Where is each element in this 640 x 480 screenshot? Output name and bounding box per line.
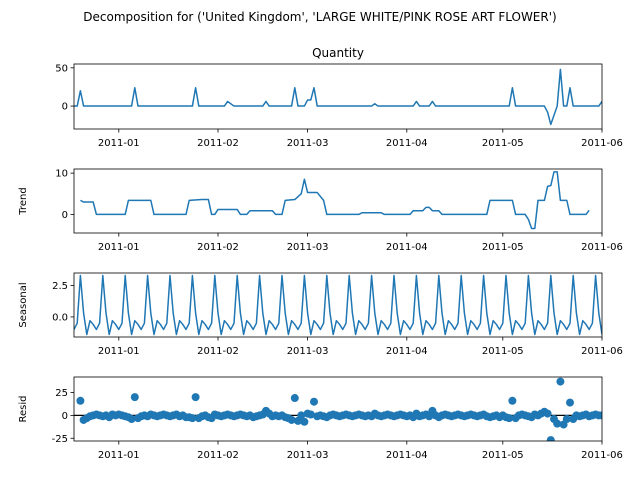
x-tick-label: 2011-02: [197, 346, 239, 357]
resid-point: [76, 396, 85, 405]
resid-point: [191, 393, 200, 402]
panel-data-resid: [74, 377, 602, 441]
resid-point: [290, 394, 299, 403]
resid-point: [287, 415, 296, 424]
panel-resid: -25 0 25 2011-01 2011-02 2011-03 2011-04 2011-0…: [18, 376, 623, 461]
panel-seasonal: 0.0 2.5 2011-01 2011-02 2011-03 2011-04 2011-0…: [18, 272, 623, 357]
resid-point: [306, 410, 315, 419]
x-tick-label: 2011-03: [287, 242, 329, 253]
panel-frame-observed: [73, 63, 603, 130]
x-tick-label: 2011-05: [482, 346, 524, 357]
panel-frame-trend: [73, 168, 603, 234]
panel-observed: 0 50 2011-01 2011-02 2011-03 2011-04 2011-05 20…: [55, 46, 623, 149]
x-tick-label: 2011-06: [581, 138, 623, 149]
resid-point: [543, 409, 552, 418]
x-tick-label: 2011-04: [386, 138, 428, 149]
x-tick-label: 2011-01: [98, 138, 140, 149]
x-tick-label: 2011-03: [287, 138, 329, 149]
x-tick-label: 2011-04: [386, 242, 428, 253]
resid-point: [508, 396, 517, 405]
resid-point: [130, 393, 139, 402]
resid-point: [546, 436, 555, 441]
x-tick-label: 2011-05: [482, 242, 524, 253]
panel-data-seasonal: [74, 274, 602, 336]
resid-point: [188, 414, 197, 423]
x-tick-label: 2011-06: [581, 242, 623, 253]
y-tick-label: 25: [55, 388, 68, 399]
x-tick-label: 2011-02: [197, 450, 239, 461]
panel-data-observed: [74, 68, 602, 126]
y-tick-label: 10: [55, 169, 68, 180]
resid-point: [127, 415, 136, 424]
resid-point: [310, 397, 318, 406]
y-axis-label-trend: Trend: [18, 187, 29, 215]
panels-group: 0 50 2011-01 2011-02 2011-03 2011-04 2011-05 20…: [18, 46, 623, 461]
x-tick-label: 2011-05: [482, 450, 524, 461]
x-tick-label: 2011-01: [98, 450, 140, 461]
observed-series-line: [74, 68, 602, 126]
y-tick-label: 2.5: [52, 281, 68, 292]
y-tick-label: 0.0: [52, 312, 68, 323]
figure-suptitle: Decomposition for ('United Kingdom', 'LA…: [83, 10, 556, 24]
resid-point: [300, 417, 309, 426]
y-tick-label: -25: [52, 434, 68, 445]
x-tick-label: 2011-03: [287, 346, 329, 357]
x-tick-label: 2011-02: [197, 242, 239, 253]
x-tick-label: 2011-01: [98, 242, 140, 253]
x-tick-label: 2011-02: [197, 138, 239, 149]
x-tick-label: 2011-05: [482, 138, 524, 149]
resid-point: [562, 415, 571, 424]
resid-point: [297, 411, 306, 420]
x-tick-label: 2011-06: [581, 450, 623, 461]
panel-frame-seasonal: [73, 272, 603, 338]
resid-point: [556, 377, 565, 386]
resid-point: [598, 411, 602, 420]
panel-trend: 0 10 2011-01 2011-02 2011-03 2011-04 2011-05 20…: [18, 168, 623, 253]
y-axis-label-seasonal: Seasonal: [18, 282, 29, 327]
x-tick-label: 2011-03: [287, 450, 329, 461]
y-tick-label: 0: [62, 411, 68, 422]
resid-point: [553, 419, 562, 428]
y-tick-label: 50: [55, 63, 68, 74]
x-tick-label: 2011-06: [581, 346, 623, 357]
panel-data-trend: [80, 171, 590, 230]
resid-point: [566, 398, 574, 407]
x-tick-label: 2011-01: [98, 346, 140, 357]
trend-series-line: [80, 171, 590, 230]
panel-title-observed: Quantity: [312, 46, 364, 60]
y-tick-label: 0: [62, 210, 68, 221]
panel-frame-resid: [73, 376, 603, 442]
x-tick-label: 2011-04: [386, 346, 428, 357]
x-tick-label: 2011-04: [386, 450, 428, 461]
y-axis-label-resid: Resid: [18, 396, 29, 423]
seasonal-series-line: [74, 274, 602, 336]
y-tick-label: 0: [62, 102, 68, 113]
resid-point: [505, 414, 514, 423]
